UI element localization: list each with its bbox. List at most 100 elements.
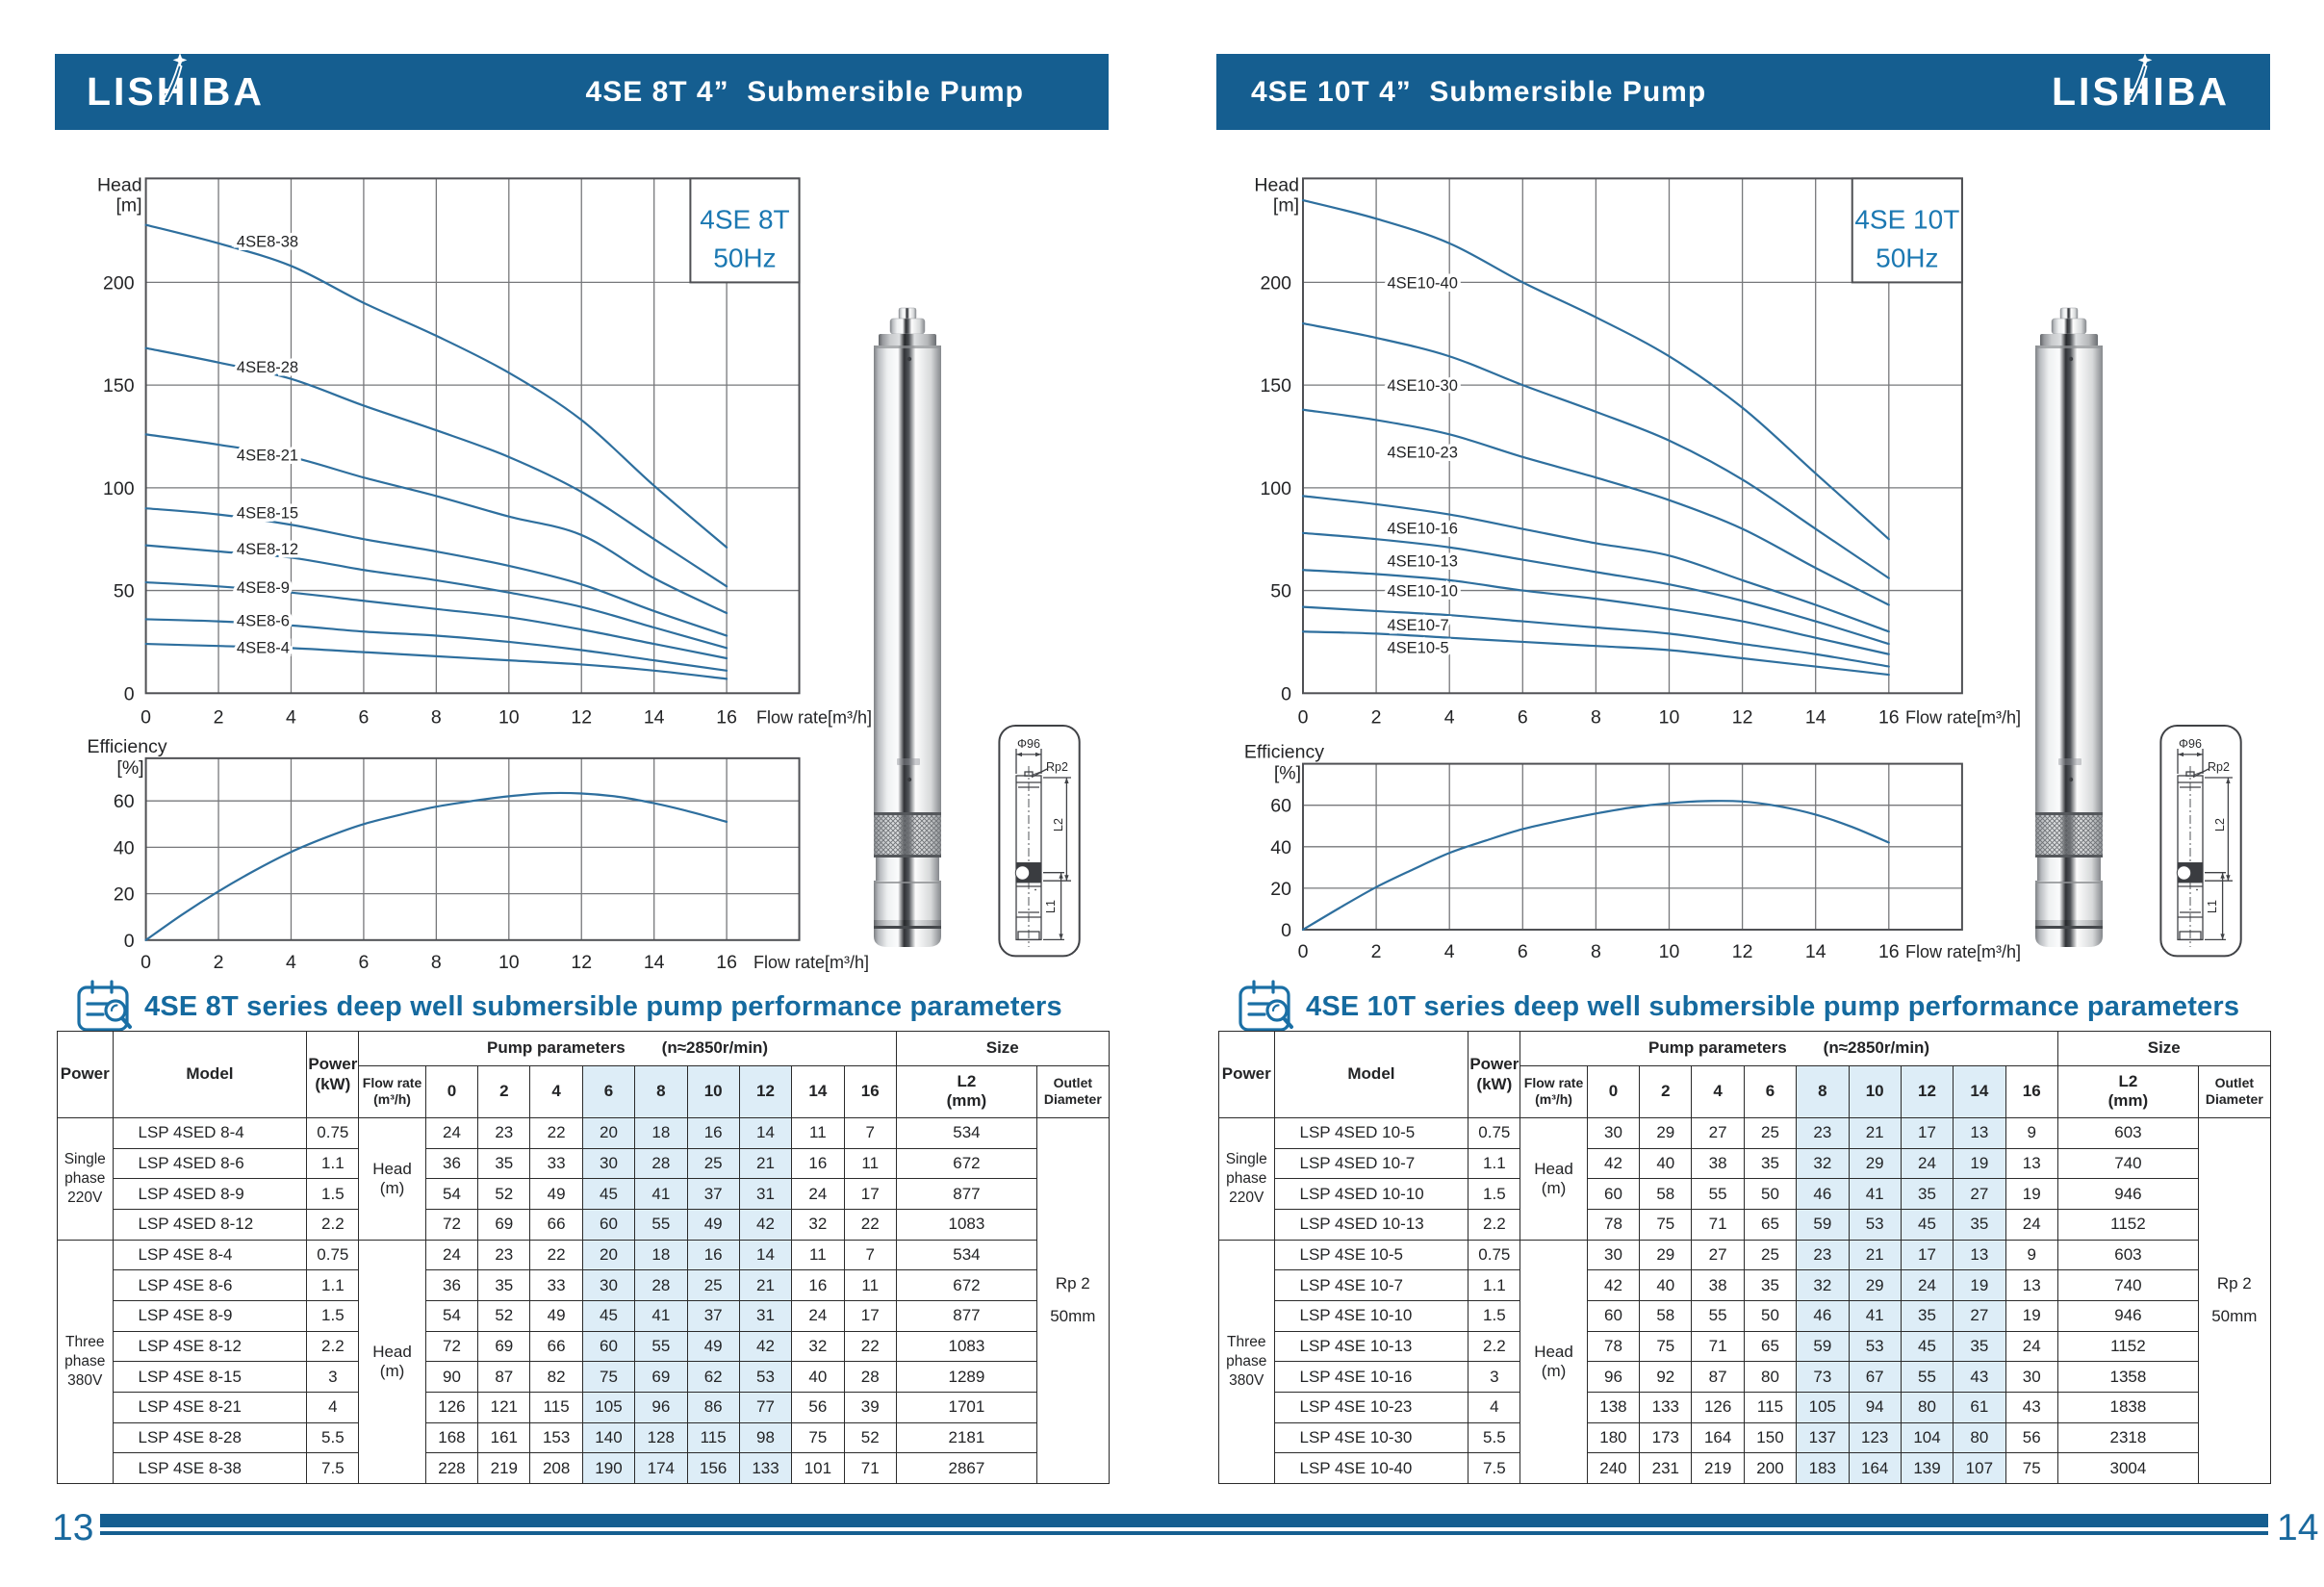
model-cell: LSP 4SE 8-21 [112, 1391, 308, 1423]
head-value-cell: 82 [529, 1361, 583, 1393]
head-value-cell: 80 [1743, 1361, 1798, 1393]
head-value-cell: 11 [791, 1239, 845, 1271]
pump-dimension-drawing: Φ96 Rp2 L2 L1 [998, 725, 1081, 958]
head-value-cell: 71 [843, 1452, 897, 1484]
x-tick-label: 14 [644, 952, 665, 973]
power-kw-cell: 1.1 [306, 1269, 360, 1301]
y-tick-label: 150 [103, 375, 135, 397]
head-value-cell: 38 [1691, 1147, 1745, 1180]
head-value-cell: 115 [686, 1421, 740, 1454]
head-value-cell: 58 [1639, 1299, 1693, 1332]
efficiency-chart-canvas: 0 20 40 60 0 2 4 6 8 10 12 14 16 Flow rate[m³/h] Effic… [87, 736, 869, 973]
y-tick-label: 60 [114, 791, 135, 812]
l2-cell: 740 [2056, 1269, 2199, 1301]
model-cell: LSP 4SE 8-9 [112, 1299, 308, 1332]
model-box [689, 177, 801, 284]
head-value-cell: 54 [424, 1299, 479, 1332]
head-value-cell: 14 [738, 1239, 793, 1271]
y-tick-label: 60 [1270, 796, 1291, 817]
x-tick-label: 16 [1878, 941, 1900, 962]
head-value-cell: 150 [1743, 1421, 1798, 1454]
head-value-cell: 30 [1586, 1239, 1641, 1271]
y-axis-title: Head [1254, 174, 1299, 195]
l2-cell: 603 [2056, 1239, 2199, 1271]
x-tick-label: 2 [214, 706, 224, 728]
head-value-cell: 13 [1953, 1239, 2006, 1271]
curve-label: 4SE10-5 [1388, 639, 1449, 656]
x-tick-label: 6 [358, 952, 369, 973]
x-tick-label: 0 [140, 706, 151, 728]
x-tick-label: 6 [358, 706, 369, 728]
power-kw-cell: 0.75 [306, 1117, 360, 1149]
head-value-cell: 24 [2005, 1330, 2058, 1363]
y-tick-label: 200 [1260, 272, 1291, 294]
model-cell: LSP 4SED 8-4 [112, 1117, 308, 1149]
head-value-cell: 96 [1586, 1361, 1641, 1393]
x-tick-label: 8 [1591, 941, 1601, 962]
chart-frame [144, 756, 801, 941]
head-row-label: Head (m) [358, 1117, 426, 1241]
head-value-cell: 24 [791, 1178, 845, 1210]
head-flow-chart: 4SE 10T 50Hz 4SE10-40 4SE10-30 4SE10-23 4SE10… [1216, 164, 2275, 753]
model-cell: LSP 4SE 8-28 [112, 1421, 308, 1454]
efficiency-flow-chart: 0 20 40 60 0 2 4 6 8 10 12 14 16 Flow rate[m³/h] Effic… [55, 722, 1113, 984]
head-value-cell: 208 [529, 1452, 583, 1484]
head-value-cell: 46 [1796, 1178, 1850, 1210]
x-tick-label: 10 [498, 706, 520, 728]
head-chart-canvas: 4SE 8T 50Hz 4SE8-38 4SE8-28 4SE8-21 4SE8-15 4S… [97, 174, 872, 728]
series-curve [144, 346, 728, 588]
pump-dimension-drawing: Φ96 Rp2 L2 L1 [2159, 725, 2242, 958]
series-curve [1301, 321, 1890, 579]
head-row-label: Head (m) [358, 1239, 426, 1484]
curve-label: 4SE8-6 [237, 612, 290, 629]
head-value-cell: 25 [1743, 1239, 1798, 1271]
head-flow-chart: 4SE 8T 50Hz 4SE8-38 4SE8-28 4SE8-21 4SE8-15 4S… [55, 164, 1113, 753]
y-axis-title-unit: [%] [1274, 763, 1301, 784]
head-value-cell: 72 [424, 1330, 479, 1363]
head-value-cell: 11 [843, 1147, 897, 1180]
head-value-cell: 105 [581, 1391, 636, 1423]
col-header-flow-10: 10 [686, 1064, 740, 1118]
y-tick-label: 20 [114, 884, 135, 906]
head-value-cell: 240 [1586, 1452, 1641, 1484]
power-kw-cell: 0.75 [1468, 1239, 1521, 1271]
head-value-cell: 23 [1796, 1117, 1850, 1149]
head-value-cell: 219 [1691, 1452, 1745, 1484]
section-title: 4SE 8T series deep well submersible pump… [144, 991, 1062, 1022]
head-value-cell: 17 [843, 1178, 897, 1210]
x-tick-label: 16 [1878, 706, 1900, 728]
page-number-right: 14 [2277, 1507, 2319, 1549]
y-axis-title-unit: [%] [116, 757, 143, 779]
curve-label: 4SE10-7 [1388, 617, 1449, 634]
power-kw-cell: 5.5 [1468, 1421, 1521, 1454]
col-header-pump-parameters: Pump parameters (n≈2850r/min) [358, 1031, 897, 1066]
series-curve [144, 618, 728, 672]
x-tick-label: 4 [286, 706, 296, 728]
pump-speed-label: (n≈2850r/min) [661, 1038, 769, 1058]
head-value-cell: 92 [1639, 1361, 1693, 1393]
l2-cell: 672 [895, 1269, 1037, 1301]
x-tick-label: 14 [644, 706, 665, 728]
head-value-cell: 78 [1586, 1330, 1641, 1363]
l2-cell: 740 [2056, 1147, 2199, 1180]
l2-cell: 603 [2056, 1117, 2199, 1149]
power-group-label: Single phase 220V [1218, 1117, 1275, 1241]
col-header-model: Model [1273, 1031, 1469, 1118]
col-header-power-kw: Power (kW) [306, 1031, 360, 1118]
chart-frame [1302, 762, 1963, 931]
head-value-cell: 49 [529, 1178, 583, 1210]
head-value-cell: 22 [843, 1208, 897, 1241]
head-value-cell: 56 [2005, 1421, 2058, 1454]
head-value-cell: 37 [686, 1299, 740, 1332]
brand-logo: LISHIBA [2052, 53, 2230, 112]
head-value-cell: 19 [1953, 1147, 2006, 1180]
chart-frame [1302, 177, 1963, 695]
col-header-flow-6: 6 [1743, 1064, 1798, 1118]
pump-parameters-label: Pump parameters [1648, 1038, 1787, 1058]
head-value-cell: 23 [477, 1117, 531, 1149]
l2-cell: 1701 [895, 1391, 1037, 1423]
head-value-cell: 42 [738, 1208, 793, 1241]
head-value-cell: 59 [1796, 1330, 1850, 1363]
col-header-flow-16: 16 [843, 1064, 897, 1118]
head-value-cell: 115 [1743, 1391, 1798, 1423]
